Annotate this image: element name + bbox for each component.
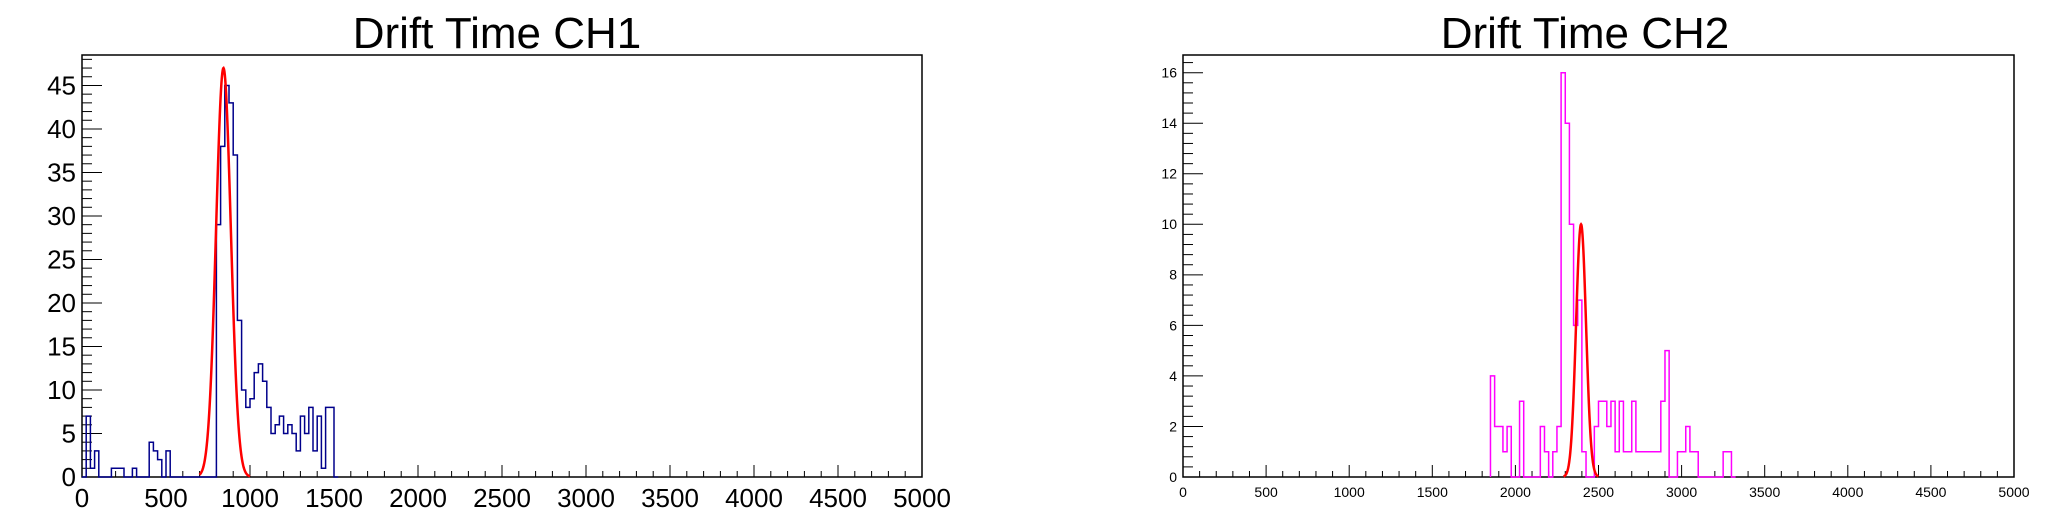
- tick-labels: 0 500 1000 1500 2000 2500 3000 3500 4000 4500 5000…: [1161, 65, 2029, 500]
- y-tick-label: 45: [47, 71, 76, 101]
- x-tick-label: 4000: [725, 483, 783, 513]
- x-tick-label: 500: [144, 483, 187, 513]
- chart-title: Drift Time CH2: [1441, 9, 1729, 58]
- panel-ch2: Drift Time CH2 0 500 1000 1500 2000 2500 3000 3…: [1161, 9, 2029, 500]
- y-tick-label: 2: [1169, 418, 1177, 434]
- y-tick-label: 5: [62, 419, 76, 449]
- x-tick-label: 0: [1179, 484, 1187, 500]
- x-tick-label: 1000: [1334, 484, 1365, 500]
- chart-title: Drift Time CH1: [353, 9, 641, 58]
- y-tick-label: 16: [1161, 65, 1177, 81]
- histogram: [1489, 71, 1736, 478]
- y-tick-label: 40: [47, 114, 76, 144]
- x-tick-label: 2500: [473, 483, 531, 513]
- y-tick-label: 6: [1169, 317, 1177, 333]
- gaussian-fit: [1563, 222, 1600, 478]
- x-tick-label: 3000: [1666, 484, 1697, 500]
- x-tick-label: 5000: [1998, 484, 2029, 500]
- x-tick-label: 500: [1254, 484, 1278, 500]
- y-tick-label: 30: [47, 201, 76, 231]
- panel-ch1: Drift Time CH1 0 500 1000 1500 2000 2500 3000 3…: [47, 9, 951, 513]
- x-tick-label: 2000: [1500, 484, 1531, 500]
- x-tick-label: 3500: [641, 483, 699, 513]
- y-tick-label: 15: [47, 332, 76, 362]
- histogram-outline: [82, 84, 339, 478]
- x-tick-label: 4000: [1832, 484, 1863, 500]
- y-tick-label: 0: [62, 462, 76, 492]
- fit-curve: [198, 65, 251, 478]
- y-tick-label: 0: [1169, 469, 1177, 485]
- x-tick-label: 1000: [221, 483, 279, 513]
- x-tick-label: 3500: [1749, 484, 1780, 500]
- x-tick-label: 2500: [1583, 484, 1614, 500]
- x-tick-label: 0: [75, 483, 89, 513]
- y-tick-label: 20: [47, 288, 76, 318]
- x-tick-label: 4500: [809, 483, 867, 513]
- x-tick-label: 5000: [893, 483, 951, 513]
- y-tick-label: 35: [47, 158, 76, 188]
- x-tick-label: 2000: [389, 483, 447, 513]
- fit-curve: [1563, 222, 1600, 478]
- x-tick-label: 1500: [1417, 484, 1448, 500]
- y-tick-label: 8: [1169, 267, 1177, 283]
- y-tick-label: 14: [1161, 115, 1177, 131]
- x-tick-label: 4500: [1915, 484, 1946, 500]
- axis-ticks: [1182, 62, 2015, 478]
- y-tick-label: 4: [1169, 368, 1177, 384]
- histogram: [82, 84, 339, 478]
- gaussian-fit: [198, 65, 251, 478]
- y-tick-label: 12: [1161, 166, 1177, 182]
- plot-frame: [81, 54, 923, 478]
- y-tick-label: 25: [47, 245, 76, 275]
- y-tick-label: 10: [1161, 216, 1177, 232]
- histogram-outline: [1489, 71, 1736, 478]
- x-tick-label: 1500: [305, 483, 363, 513]
- x-tick-label: 3000: [557, 483, 615, 513]
- y-tick-label: 10: [47, 375, 76, 405]
- tick-labels: 0 500 1000 1500 2000 2500 3000 3500 4000 4500 5000…: [47, 71, 951, 513]
